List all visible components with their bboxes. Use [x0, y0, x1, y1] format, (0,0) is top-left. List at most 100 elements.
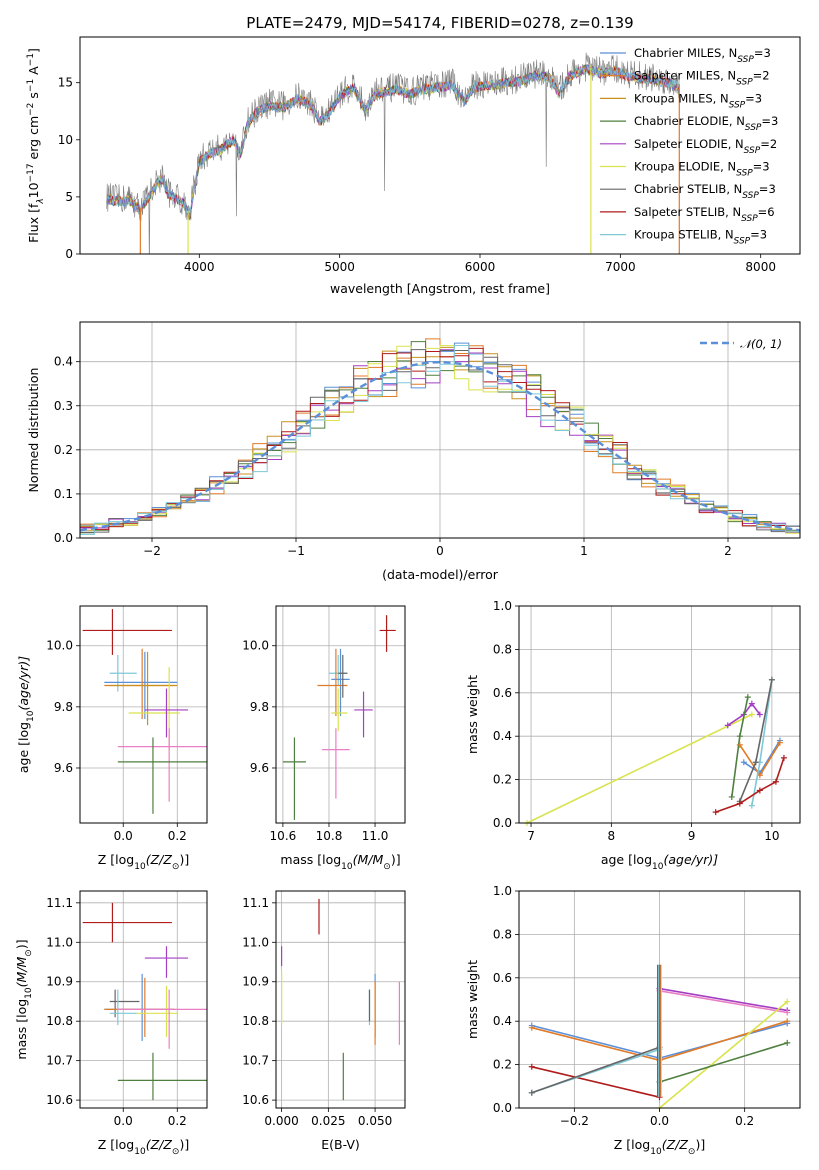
label-part: 3 — [760, 228, 767, 242]
weight-marker — [780, 754, 787, 761]
x-tick-label: 4000 — [184, 260, 215, 274]
legend-entry: 𝒩(0, 1) — [740, 337, 782, 351]
spectrum-axes-frame — [79, 36, 801, 255]
label-part: Salpeter STELIB — [634, 205, 725, 219]
label-part: N — [735, 137, 744, 151]
y-tick-label: 9.6 — [250, 761, 269, 775]
y-tick-label: 10.8 — [46, 1014, 73, 1028]
weight-marker — [776, 739, 783, 746]
weight-line — [659, 990, 788, 1014]
label-part: ⊙ — [383, 862, 391, 872]
y-tick-label: 11.1 — [242, 896, 269, 910]
mass-vs-EBV-axes-frame — [275, 890, 406, 1109]
label-part: = — [759, 182, 769, 196]
model-line-kroupa-stelib — [106, 66, 680, 221]
label-part: (Z/Z — [146, 1137, 173, 1152]
label-part: ] — [26, 48, 41, 53]
y-tick-label: 11.1 — [46, 896, 73, 910]
label-part: erg cm — [26, 116, 41, 164]
weight-marker — [528, 1063, 535, 1070]
y-tick-label: 11.0 — [242, 935, 269, 949]
weight-vs-age-panel: 7 8 9 10 0.0 0.2 0.4 0.6 0.8 1.0 mass weight age [l… — [465, 599, 801, 872]
legend-entry: Salpeter STELIB, NSSP=6 — [634, 205, 775, 224]
label-part: mass [log — [280, 852, 341, 867]
label-part: Z [log — [98, 852, 134, 867]
label-part: s — [26, 92, 41, 103]
legend-entry: Salpeter MILES, NSSP=2 — [634, 69, 770, 88]
legend-entry: Chabrier ELODIE, NSSP=3 — [634, 114, 778, 133]
label-part: 3 — [763, 46, 770, 60]
label-part: (Z/Z — [146, 852, 173, 867]
x-axis-label: wavelength [Angstrom, rest frame] — [330, 281, 550, 296]
mass-vs-Z-grid — [80, 891, 207, 1108]
label-part: SSP — [734, 237, 751, 247]
y-tick-label: 9.8 — [54, 700, 73, 714]
weight-vs-age-data — [524, 676, 787, 826]
x-axis-label: Z [log10(Z/Z⊙)] — [98, 852, 189, 872]
label-part: age [log — [16, 722, 31, 773]
legend-entry: Chabrier MILES, NSSP=3 — [634, 46, 771, 65]
label-part: age [log — [601, 852, 652, 867]
label-part: )] — [179, 852, 189, 867]
weight-marker — [736, 800, 743, 807]
x-tick-label: 8 — [608, 829, 616, 843]
label-part: , — [720, 160, 727, 174]
residuals-data — [80, 338, 800, 536]
mass-vs-EBV-data — [281, 898, 400, 1101]
label-part: (age/yr)] — [16, 656, 31, 711]
weight-marker — [740, 759, 747, 766]
legend-entry: Chabrier STELIB, NSSP=3 — [634, 182, 776, 201]
y-tick-label: 1.0 — [493, 884, 512, 898]
weight-marker — [772, 778, 779, 785]
label-part: = — [761, 114, 771, 128]
x-tick-label: 11.0 — [362, 829, 389, 843]
weight-marker — [528, 1089, 535, 1096]
label-part: 10 — [341, 862, 353, 872]
weight-marker — [784, 1039, 791, 1046]
y-tick-label: 0.0 — [54, 531, 73, 545]
label-part: (Z/Z — [662, 1137, 689, 1152]
y-tick-label: 0.4 — [493, 1014, 512, 1028]
y-axis-label: mass weight — [465, 675, 480, 754]
label-part: 3 — [755, 91, 762, 105]
weight-vs-Z-data — [528, 964, 791, 1111]
x-tick-label: 0.0 — [114, 829, 133, 843]
label-part: N — [736, 114, 745, 128]
label-part: , — [713, 91, 720, 105]
label-part: = — [753, 160, 763, 174]
label-part: A — [26, 66, 41, 79]
label-part: Kroupa MILES — [634, 91, 713, 105]
y-tick-label: 0.3 — [54, 399, 73, 413]
label-part: SSP — [745, 123, 762, 133]
label-part: N — [720, 91, 729, 105]
weight-line — [727, 702, 761, 727]
label-part: 2 — [770, 137, 777, 151]
weight-marker — [744, 694, 751, 701]
weight-marker — [748, 802, 755, 809]
weight-marker — [728, 793, 735, 800]
x-axis-label: Z [log10(Z/Z⊙)] — [98, 1137, 189, 1157]
label-part: N — [725, 228, 734, 242]
y-tick-label: 10.6 — [242, 1093, 269, 1107]
spectrum-panel: 4000 5000 6000 7000 8000 0 5 10 15 Chabrier MILES… — [26, 36, 801, 296]
y-tick-label: 0.2 — [493, 773, 512, 787]
x-tick-label: 10.8 — [316, 829, 343, 843]
x-tick-label: 7000 — [605, 260, 636, 274]
y-tick-label: 11.0 — [46, 935, 73, 949]
y-axis-label: Normed distribution — [26, 368, 41, 493]
y-tick-label: 10.0 — [242, 639, 269, 653]
label-part: SSP — [736, 78, 753, 88]
y-tick-label: 0.8 — [493, 642, 512, 656]
x-tick-label: 0.2 — [168, 1114, 187, 1128]
weight-vs-age-axes-frame — [518, 605, 801, 824]
y-tick-label: 10.9 — [242, 975, 269, 989]
label-part: 3 — [771, 114, 778, 128]
x-tick-label: 1 — [580, 544, 588, 558]
label-part: = — [758, 205, 768, 219]
label-part: 3 — [768, 182, 775, 196]
age-vs-mass-panel: 10.6 10.8 11.0 9.6 9.8 10.0 mass [log10(M/M⊙)] — [242, 605, 406, 872]
label-part: 10 — [26, 710, 36, 722]
label-part: 3 — [762, 160, 769, 174]
weight-marker — [756, 711, 763, 718]
label-part: SSP — [741, 214, 758, 224]
